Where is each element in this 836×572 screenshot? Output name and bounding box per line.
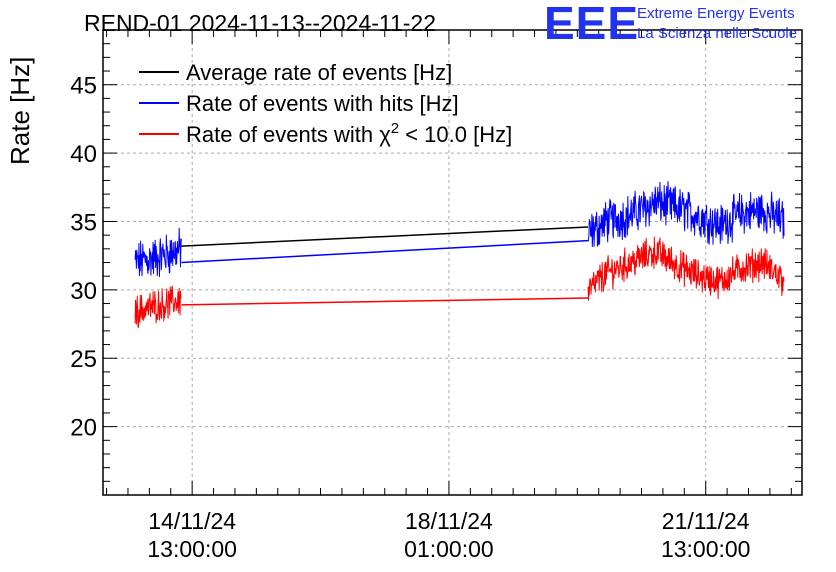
chi2-series-line <box>587 236 785 301</box>
series-lines <box>134 180 785 329</box>
y-tick-label: 40 <box>70 141 97 168</box>
chart-title: REND-01 2024-11-13--2024-11-22 <box>84 10 437 36</box>
hits-series-line <box>134 227 182 277</box>
hits-series-line <box>181 239 589 264</box>
y-tick-label: 45 <box>70 73 97 100</box>
chi2-series-line <box>134 285 182 329</box>
legend-label-hits: Rate of events with hits [Hz] <box>186 91 459 116</box>
y-tick-label: 25 <box>70 346 97 373</box>
x-tick-label-date: 18/11/24 <box>405 508 493 534</box>
average-series-line <box>181 226 589 247</box>
axis-ticks <box>103 29 802 496</box>
y-axis-label: Rate [Hz] <box>5 56 35 165</box>
x-tick-label-date: 21/11/24 <box>662 508 750 534</box>
x-tick-label-time: 01:00:00 <box>404 536 494 562</box>
logo-subtitle-line1: Extreme Energy Events <box>637 5 795 22</box>
eee-logo-mark: EEE <box>544 0 640 49</box>
tick-labels: 20253035404514/11/2413:00:0018/11/2401:0… <box>70 73 750 562</box>
x-tick-label-time: 13:00:00 <box>147 536 237 562</box>
legend-label-average: Average rate of events [Hz] <box>186 60 452 85</box>
legend-label-chi2: Rate of events with χ2 < 10.0 [Hz] <box>186 120 512 147</box>
logo-subtitle-line2: La Scienza nelle Scuole <box>637 25 798 42</box>
y-tick-label: 35 <box>70 209 97 236</box>
x-tick-label-date: 14/11/24 <box>148 508 236 534</box>
legend: Average rate of events [Hz] Rate of event… <box>139 60 512 147</box>
grid-lines <box>103 30 802 495</box>
y-tick-label: 20 <box>70 415 97 442</box>
chi2-series-line <box>181 297 589 306</box>
eee-logo: EEE Extreme Energy Events La Scienza nel… <box>544 0 834 49</box>
x-tick-label-time: 13:00:00 <box>661 536 751 562</box>
y-tick-label: 30 <box>70 278 97 305</box>
hits-series-line <box>587 180 785 248</box>
